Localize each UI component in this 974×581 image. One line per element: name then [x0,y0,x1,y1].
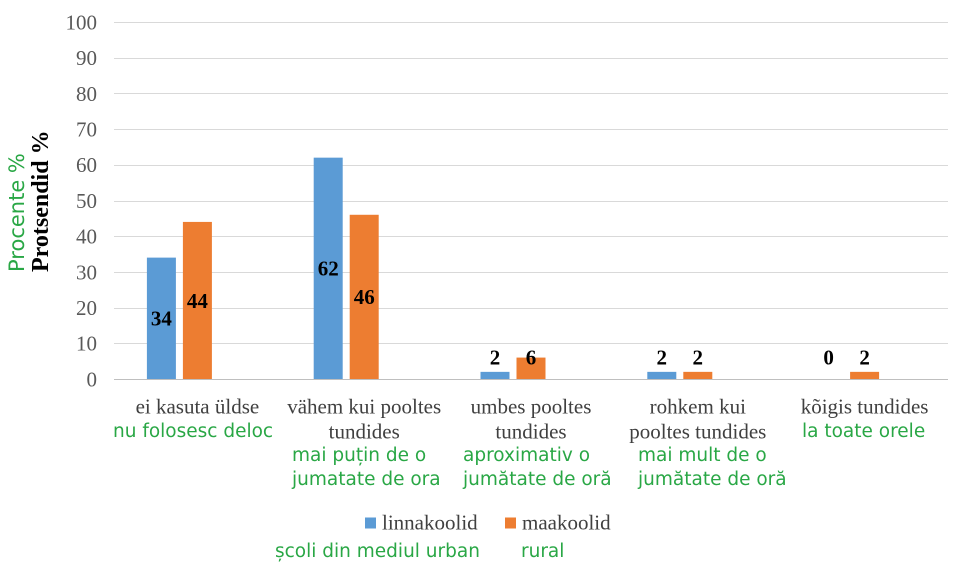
category-translation: mai puțin de o jumatate de ora [291,445,441,490]
category-translation-line: la toate orele [802,421,925,442]
gridlines [114,22,948,380]
legend-swatch-linnakoolid [365,517,376,529]
x-category-label-line: vähem kui pooltes [287,395,441,419]
x-category-label: umbes pooltes tundides [471,395,592,444]
x-category-label-line: kõigis tundides [801,395,929,419]
data-label-linnakoolid: 2 [490,345,501,369]
bar-linnakoolid [647,371,677,379]
bar-linnakoolid [480,371,510,379]
x-category-label: kõigis tundides [801,395,929,419]
data-label-maakoolid: 6 [526,345,537,369]
bar-maakoolid [516,357,546,379]
legend: linnakoolid maakoolid școli din mediul u… [275,511,611,562]
x-category-label: ei kasuta üldse [136,395,260,419]
bar-maakoolid [182,221,212,379]
bars [146,157,880,379]
data-label-linnakoolid: 34 [151,307,173,331]
y-axis-title-translation: Procente % [5,153,29,272]
x-category-label-line: rohkem kui [650,395,746,419]
legend-label-maakoolid: maakoolid [522,511,611,535]
category-translation-line: jumatate de ora [291,469,441,490]
bar-maakoolid [850,371,880,379]
y-tick-label: 100 [66,10,98,34]
data-label-maakoolid: 2 [693,345,704,369]
category-translation-line: aproximativ o [463,445,590,466]
x-axis-category-labels: ei kasuta üldse vähem kui pooltes tundides… [136,395,929,444]
legend-translation-rural: rural [521,541,564,562]
bar-linnakoolid [146,257,176,379]
y-axis-tick-labels: 0 10 20 30 40 50 60 70 80 90 100 [66,10,98,391]
y-tick-label: 10 [76,332,97,356]
y-tick-label: 80 [76,82,97,106]
y-tick-label: 30 [76,260,97,284]
bar-maakoolid [349,214,379,379]
category-translation-line: jumătate de oră [637,469,787,490]
y-tick-label: 90 [76,46,97,70]
data-label-linnakoolid: 2 [657,345,668,369]
x-category-label: vähem kui pooltes tundides [287,395,441,444]
legend-swatch-maakoolid [505,517,516,529]
x-category-label-line: pooltes tundides [629,420,766,444]
y-tick-label: 40 [76,225,97,249]
legend-item-linnakoolid: linnakoolid [365,511,478,535]
x-category-label-line: umbes pooltes [471,395,592,419]
category-translations: nu folosesc deloc mai puțin de o jumatate … [113,421,925,490]
x-category-label-line: tundides [329,420,400,444]
data-label-maakoolid: 2 [859,345,870,369]
x-category-label: rohkem kui pooltes tundides [629,395,766,444]
data-label-maakoolid: 46 [354,285,375,309]
data-label-linnakoolid: 0 [823,345,834,369]
data-label-linnakoolid: 62 [318,257,339,281]
category-translation: la toate orele [802,421,925,442]
category-translation-line: jumătate de oră [462,469,612,490]
y-tick-label: 20 [76,296,97,320]
legend-label-linnakoolid: linnakoolid [382,511,478,535]
legend-translation-urban: școli din mediul urban [275,541,480,562]
y-tick-label: 50 [76,189,97,213]
category-translation-line: mai mult de o [638,445,767,466]
category-translation-line: mai puțin de o [292,445,426,466]
legend-item-maakoolid: maakoolid [505,511,611,535]
x-category-label-line: ei kasuta üldse [136,395,260,419]
y-tick-label: 0 [87,367,98,391]
category-translation: mai mult de o jumătate de oră [637,445,787,490]
category-translation: nu folosesc deloc [113,421,273,442]
bar-maakoolid [683,371,713,379]
y-tick-label: 60 [76,153,97,177]
data-label-maakoolid: 44 [187,289,209,313]
category-translation-line: nu folosesc deloc [113,421,273,442]
y-tick-label: 70 [76,117,97,141]
y-axis-title: Protsendid % [28,130,54,272]
category-translation: aproximativ o jumătate de oră [462,445,612,490]
x-category-label-line: tundides [495,420,566,444]
bar-linnakoolid [313,157,343,379]
